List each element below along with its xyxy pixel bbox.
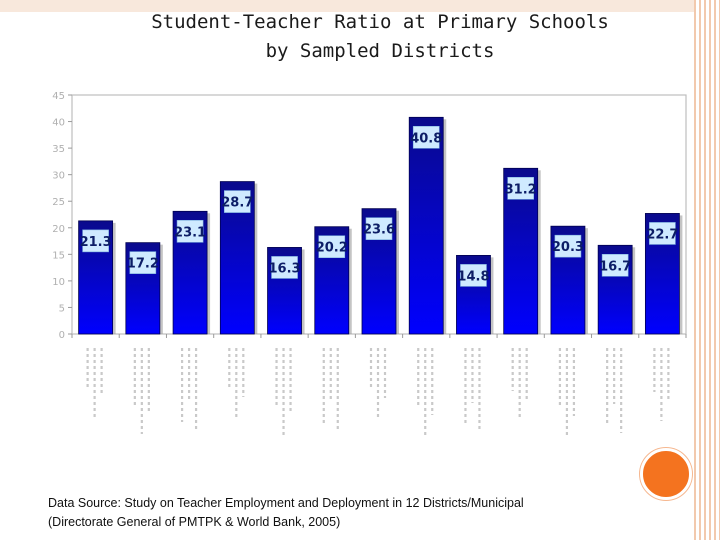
y-tick-label-2: 10: [52, 277, 65, 288]
y-tick-label-9: 45: [52, 92, 65, 102]
data-label-11: 16.7: [599, 259, 631, 274]
data-label-1: 17.2: [127, 257, 159, 272]
y-tick-label-7: 35: [52, 144, 65, 155]
x-category-label-0: [86, 348, 103, 417]
data-label-box-3: [224, 190, 251, 213]
data-label-box-7: [412, 126, 440, 149]
slide-title: Student-Teacher Ratio at Primary Schools…: [60, 8, 700, 66]
data-label-box-9: [507, 176, 534, 200]
data-label-box-10: [554, 234, 582, 258]
y-tick-label-4: 20: [52, 224, 65, 235]
x-category-label-3: [228, 348, 245, 418]
title-line-1: Student-Teacher Ratio at Primary Schools: [151, 11, 609, 33]
x-category-label-8: [464, 348, 481, 432]
x-category-label-7: [417, 348, 434, 436]
data-label-9: 31.2: [505, 182, 537, 197]
right-decorative-border: [694, 0, 720, 540]
data-source-note: Data Source: Study on Teacher Employment…: [48, 494, 648, 532]
y-tick-label-6: 30: [52, 171, 65, 182]
data-label-box-6: [365, 217, 393, 240]
x-category-label-4: [275, 348, 292, 435]
data-label-box-11: [601, 254, 629, 277]
data-label-box-1: [129, 251, 157, 274]
data-label-10: 20.3: [552, 240, 584, 255]
x-category-label-9: [511, 348, 528, 420]
bar-chart: 0 5 10 15 20 25 30 35 40 45 21.3 17.2 23.1 28.7 16.3 20…: [52, 91, 687, 437]
data-label-5: 20.2: [316, 241, 348, 256]
data-label-box-0: [82, 229, 109, 253]
data-label-box-5: [318, 235, 346, 259]
data-label-7: 40.8: [410, 131, 442, 146]
data-label-box-8: [460, 264, 487, 287]
data-label-2: 23.1: [174, 225, 206, 240]
orange-circle-decoration: [640, 448, 692, 500]
y-tick-label-5: 25: [52, 197, 65, 208]
x-category-label-1: [133, 348, 150, 434]
data-label-box-2: [176, 220, 204, 243]
data-label-0: 21.3: [80, 235, 112, 250]
source-line-1: Data Source: Study on Teacher Employment…: [48, 496, 524, 510]
top-stripe: [0, 0, 720, 12]
x-category-label-2: [180, 348, 198, 430]
data-label-6: 23.6: [363, 223, 395, 238]
x-category-label-5: [322, 348, 339, 431]
data-label-3: 28.7: [221, 196, 253, 211]
bar-7: [408, 116, 444, 335]
x-category-label-11: [606, 348, 623, 433]
source-line-2: (Directorate General of PMTPK & World Ba…: [48, 515, 341, 529]
data-label-box-4: [271, 256, 298, 279]
data-label-box-12: [649, 222, 676, 245]
y-tick-label-0: 0: [59, 330, 65, 341]
y-tick-label-1: 5: [59, 303, 65, 314]
y-tick-label-8: 40: [52, 118, 65, 129]
x-category-label-12: [653, 348, 670, 421]
title-line-2: by Sampled Districts: [265, 40, 495, 62]
data-label-8: 14.8: [457, 269, 489, 284]
x-category-label-6: [369, 348, 387, 419]
chart-container: 0 5 10 15 20 25 30 35 40 45 21.3 17.2 23.1 28.7 16.3 20…: [44, 91, 694, 472]
x-category-label-10: [558, 348, 576, 437]
data-label-12: 22.7: [646, 227, 678, 242]
y-tick-label-3: 15: [52, 250, 65, 261]
data-label-4: 16.3: [268, 261, 300, 276]
